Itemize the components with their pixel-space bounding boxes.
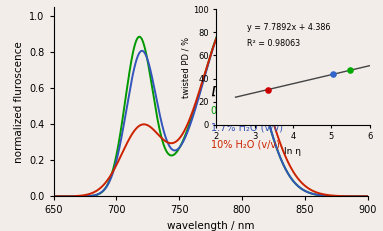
Point [265, 88, 271, 91]
Text: 1.7% H₂O (v/v): 1.7% H₂O (v/v) [211, 122, 283, 132]
Y-axis label: twisted PD / %: twisted PD / % [181, 36, 190, 97]
Text: R² = 0.98063: R² = 0.98063 [247, 39, 300, 48]
Text: y = 7.7892x + 4.386: y = 7.7892x + 4.386 [247, 23, 331, 32]
Point [330, 73, 336, 76]
X-axis label: wavelength / nm: wavelength / nm [167, 221, 254, 231]
Text: [C₄-mim]NO₃: [C₄-mim]NO₃ [211, 86, 279, 96]
X-axis label: ln η: ln η [285, 147, 301, 156]
Point [347, 68, 354, 72]
Text: 10% H₂O (v/v): 10% H₂O (v/v) [211, 139, 280, 149]
Y-axis label: normalized fluroscence: normalized fluroscence [14, 41, 24, 163]
Text: 0.5% H₂O (v/v): 0.5% H₂O (v/v) [211, 105, 283, 115]
